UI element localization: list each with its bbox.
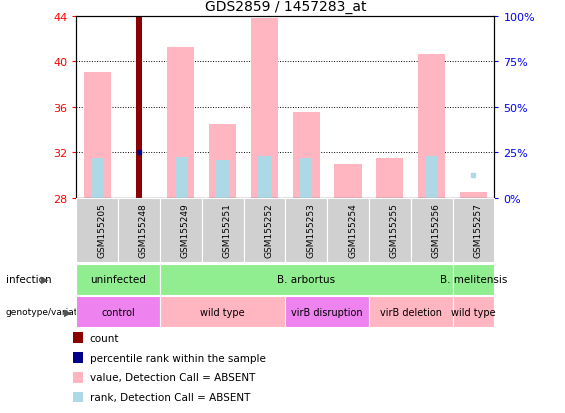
- Bar: [334, 164, 362, 198]
- Text: GSM155256: GSM155256: [432, 203, 441, 258]
- Text: ▶: ▶: [41, 274, 48, 285]
- Text: rank, Detection Call = ABSENT: rank, Detection Call = ABSENT: [90, 392, 250, 402]
- Text: B. arbortus: B. arbortus: [277, 274, 335, 285]
- Text: GSM155255: GSM155255: [390, 203, 399, 258]
- Bar: [258, 156, 271, 198]
- Bar: [418, 55, 445, 198]
- Bar: [175, 157, 187, 198]
- Text: GSM155252: GSM155252: [264, 203, 273, 258]
- Text: count: count: [90, 333, 119, 343]
- Text: virB deletion: virB deletion: [380, 307, 442, 317]
- Bar: [167, 48, 194, 198]
- Text: genotype/variation: genotype/variation: [6, 308, 92, 316]
- Text: GSM155251: GSM155251: [223, 203, 232, 258]
- Text: percentile rank within the sample: percentile rank within the sample: [90, 353, 266, 363]
- Bar: [209, 124, 236, 198]
- Text: control: control: [101, 307, 135, 317]
- Text: infection: infection: [6, 274, 51, 285]
- Text: GSM155205: GSM155205: [97, 203, 106, 258]
- Text: GSM155254: GSM155254: [348, 203, 357, 258]
- Bar: [216, 161, 229, 198]
- Bar: [300, 159, 312, 198]
- Text: GSM155248: GSM155248: [139, 203, 148, 258]
- Text: wild type: wild type: [451, 307, 496, 317]
- Bar: [376, 159, 403, 198]
- Text: GSM155257: GSM155257: [473, 203, 483, 258]
- Bar: [293, 113, 320, 198]
- Text: virB disruption: virB disruption: [292, 307, 363, 317]
- Bar: [460, 192, 487, 198]
- Text: value, Detection Call = ABSENT: value, Detection Call = ABSENT: [90, 373, 255, 382]
- Text: uninfected: uninfected: [90, 274, 146, 285]
- Title: GDS2859 / 1457283_at: GDS2859 / 1457283_at: [205, 0, 366, 14]
- Text: ▶: ▶: [64, 307, 71, 317]
- Text: GSM155249: GSM155249: [181, 203, 190, 258]
- Bar: [84, 73, 111, 198]
- Bar: [425, 156, 438, 198]
- Text: B. melitensis: B. melitensis: [440, 274, 507, 285]
- Text: wild type: wild type: [201, 307, 245, 317]
- Bar: [251, 19, 278, 198]
- Bar: [91, 159, 103, 198]
- Text: GSM155253: GSM155253: [306, 203, 315, 258]
- Bar: [136, 17, 142, 198]
